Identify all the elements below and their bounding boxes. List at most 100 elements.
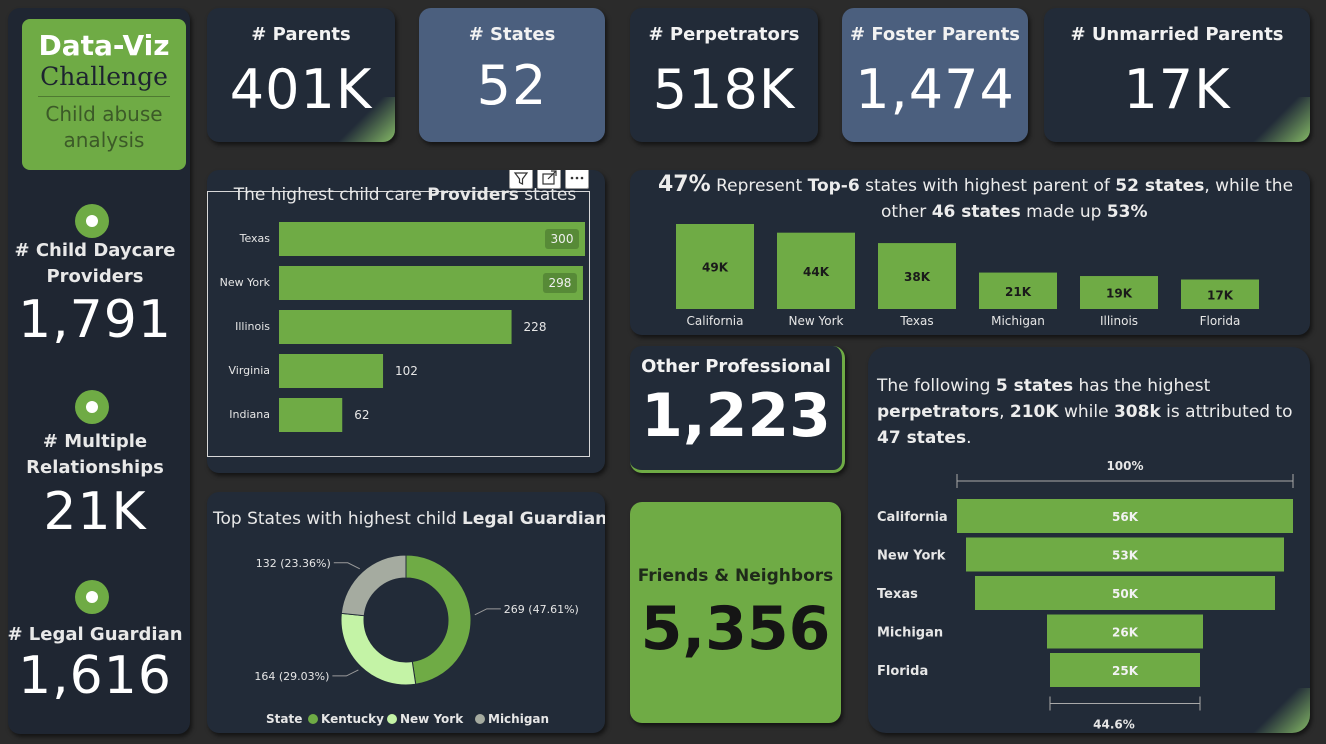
- bar-data-label: 62: [354, 408, 369, 422]
- donut-slice[interactable]: [340, 554, 407, 617]
- kpi-card-parents: # Parents 401K: [207, 8, 395, 142]
- legal-guardian-chart-card: Top States with highest child Legal Guar…: [207, 492, 605, 733]
- donut-data-label: 132 (23.36%): [256, 557, 331, 570]
- bar[interactable]: [279, 222, 585, 256]
- top6-bars: 49K California 44K New York 38K Texas 21K Michi…: [676, 224, 1259, 328]
- column-category-label: Michigan: [991, 314, 1045, 328]
- providers-chart-card: The highest child care Providers states …: [207, 170, 605, 473]
- kpi-value: 518K: [652, 58, 796, 121]
- providers-bars: Texas 300 New York 298 Illinois 228 Virginia 10…: [220, 222, 585, 432]
- kpi-card-unmarried-parents: # Unmarried Parents 17K: [1044, 8, 1310, 142]
- filter-icon[interactable]: [509, 170, 533, 189]
- daycare-label-line2: Providers: [46, 266, 144, 287]
- bar-category-label: Texas: [239, 232, 271, 245]
- logo-caption-2: analysis: [63, 128, 145, 152]
- relationships-value: 21K: [43, 482, 147, 542]
- data-label-bg: [542, 273, 577, 293]
- column-data-label: 44K: [803, 265, 830, 279]
- kpi-card-perpetrators: # Perpetrators 518K: [630, 8, 818, 142]
- logo: Data-Viz Challenge Child abuse analysis: [22, 19, 186, 170]
- funnel-data-label: 50K: [1112, 587, 1139, 601]
- legend-item[interactable]: Michigan: [488, 712, 549, 726]
- bar[interactable]: [279, 354, 384, 388]
- funnel-category-label: New York: [877, 549, 946, 564]
- funnel-bar[interactable]: [1047, 614, 1203, 649]
- leader-line: [333, 562, 361, 570]
- funnel-category-label: Florida: [877, 664, 928, 679]
- daycare-label: # Child Daycare Providers: [0, 238, 190, 290]
- column-bar[interactable]: [1080, 276, 1158, 309]
- funnel-category-label: California: [877, 510, 948, 525]
- donut-legend: State Kentucky New York Michigan: [266, 712, 549, 726]
- funnel-bar[interactable]: [975, 576, 1275, 610]
- funnel-top-bracket: [956, 474, 1294, 488]
- friends-neighbors-value: 5,356: [640, 594, 831, 664]
- column-bar[interactable]: [979, 272, 1057, 309]
- donut-data-label: 164 (29.03%): [254, 670, 329, 683]
- legal-guardian-value: 1,616: [18, 646, 172, 706]
- bar-data-label: 300: [551, 232, 574, 246]
- funnel-top-percent: 100%: [1106, 459, 1143, 473]
- funnel-data-label: 25K: [1112, 664, 1139, 678]
- kpi-value: 401K: [229, 58, 373, 121]
- funnel-text-line2: perpetrators, 210K while 308k is attribu…: [877, 402, 1293, 422]
- funnel-bar[interactable]: [1050, 653, 1200, 687]
- bar-data-label: 102: [395, 364, 418, 378]
- bar-category-label: Virginia: [229, 364, 270, 377]
- column-category-label: Illinois: [1100, 314, 1138, 328]
- funnel-bar[interactable]: [957, 499, 1293, 533]
- legend-item[interactable]: Kentucky: [321, 712, 384, 726]
- column-bar[interactable]: [676, 224, 754, 309]
- funnel-text-line3: 47 states.: [877, 428, 971, 448]
- donut-slice[interactable]: [340, 612, 417, 686]
- funnel-data-label: 56K: [1112, 510, 1139, 524]
- bar[interactable]: [279, 398, 343, 432]
- funnel-data-label: 26K: [1112, 626, 1139, 640]
- legend-marker: [308, 714, 318, 724]
- funnel-bottom-bracket: [1049, 696, 1201, 711]
- kpi-label: # Foster Parents: [849, 24, 1021, 45]
- donut: 269 (47.61%) 164 (29.03%) 132 (23.36%): [254, 554, 579, 686]
- data-label-bg: [545, 229, 579, 249]
- bar-category-label: Illinois: [235, 320, 270, 333]
- other-professional-card: Other Professional 1,223: [630, 346, 845, 473]
- donut-slice[interactable]: [405, 554, 472, 685]
- column-bar[interactable]: [777, 232, 855, 309]
- column-data-label: 49K: [702, 261, 729, 275]
- more-options-icon[interactable]: [565, 170, 589, 189]
- kpi-label: # Parents: [251, 24, 351, 45]
- bar[interactable]: [279, 266, 583, 300]
- funnel-bar[interactable]: [966, 537, 1284, 572]
- kpi-value: 17K: [1123, 58, 1231, 121]
- donut-data-label: 269 (47.61%): [504, 603, 579, 616]
- funnel-text-line1: The following 5 states has the highest: [876, 376, 1211, 396]
- friends-neighbors-label: Friends & Neighbors: [637, 566, 834, 586]
- top6-headline-line1: 47% Represent Top-6 states with highest …: [658, 172, 1293, 197]
- bar-data-label: 298: [549, 276, 572, 290]
- funnel-bottom-percent: 44.6%: [1093, 718, 1135, 732]
- bar[interactable]: [279, 310, 512, 344]
- daycare-value: 1,791: [18, 290, 172, 350]
- other-professional-label: Other Professional: [641, 356, 831, 377]
- column-category-label: Florida: [1200, 314, 1241, 328]
- logo-caption-1: Child abuse: [45, 102, 163, 126]
- column-bar[interactable]: [878, 243, 956, 309]
- legend-marker: [475, 714, 485, 724]
- visual-focus-border: [207, 191, 590, 457]
- column-category-label: California: [687, 314, 744, 328]
- column-bar[interactable]: [1181, 279, 1259, 309]
- leader-line: [474, 608, 501, 616]
- funnel-data-label: 53K: [1112, 549, 1139, 563]
- column-data-label: 17K: [1207, 288, 1234, 302]
- legend-item[interactable]: New York: [400, 712, 464, 726]
- bar-category-label: New York: [220, 276, 271, 289]
- legend-title: State: [266, 712, 302, 726]
- funnel-category-label: Texas: [877, 587, 918, 602]
- kpi-value: 1,474: [855, 58, 1015, 121]
- funnel-chart-card: The following 5 states has the highest p…: [868, 347, 1310, 733]
- top6-chart-card: 47% Represent Top-6 states with highest …: [630, 170, 1310, 335]
- focus-mode-icon[interactable]: [537, 170, 561, 189]
- bullet-icon: [75, 204, 109, 238]
- relationships-label-line2: Relationships: [26, 457, 164, 478]
- bar-data-label: 228: [524, 320, 547, 334]
